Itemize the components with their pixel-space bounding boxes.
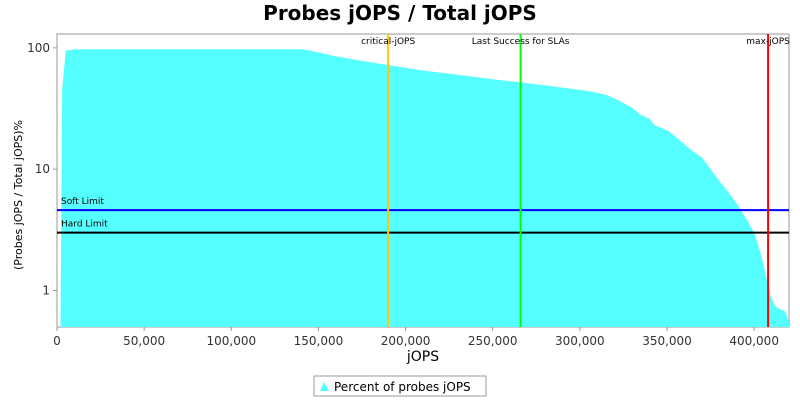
x-axis-label: jOPS	[406, 349, 439, 365]
y-axis-label: (Probes jOPS / Total jOPS)%	[12, 120, 25, 270]
series-area-0	[60, 49, 789, 327]
x-tick-label: 50,000	[123, 334, 165, 348]
legend-box	[313, 375, 487, 397]
x-tick-label: 350,000	[642, 334, 692, 348]
y-tick-label: 100	[27, 41, 50, 55]
x-tick-label: 250,000	[468, 334, 518, 348]
axes: 0 50,000 100,000 150,000 200,000 250,000 300,0…	[27, 41, 779, 348]
x-tick-label: 200,000	[381, 334, 431, 348]
x-tick-label: 100,000	[206, 334, 256, 348]
legend-item-label: Percent of probes jOPS	[334, 380, 471, 394]
y-tick-label: 10	[35, 162, 50, 176]
series-layer	[60, 49, 789, 327]
reference-lines: Soft Limit Hard Limit critical-jOPS Last Su…	[57, 34, 790, 327]
reference-label-max-jops: max-jOPS	[746, 37, 790, 47]
legend: Percent of probes jOPS	[313, 375, 487, 397]
reference-label-hard-limit: Hard Limit	[61, 220, 108, 230]
reference-label-critical-jops: critical-jOPS	[361, 37, 415, 47]
y-tick-label: 1	[42, 283, 50, 297]
chart-title: Probes jOPS / Total jOPS	[263, 1, 537, 25]
x-tick-label: 150,000	[294, 334, 344, 348]
x-tick-label: 0	[53, 334, 61, 348]
reference-label-soft-limit: Soft Limit	[61, 197, 104, 207]
x-tick-label: 400,000	[729, 334, 779, 348]
x-tick-label: 300,000	[555, 334, 605, 348]
reference-label-last-success-for-slas: Last Success for SLAs	[472, 37, 570, 47]
legend-swatch-area-icon	[320, 382, 329, 391]
